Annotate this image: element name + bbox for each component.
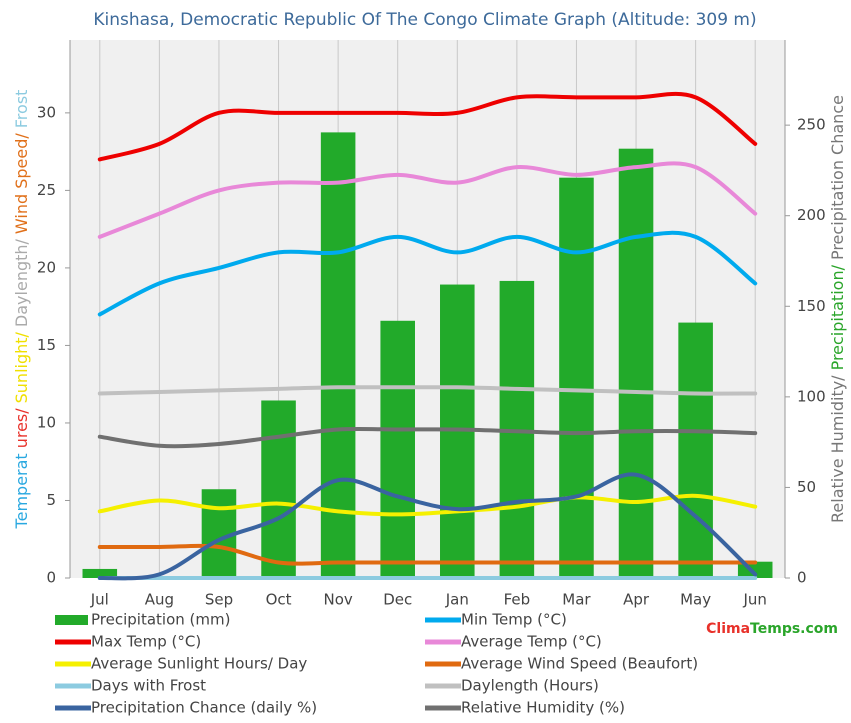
line (97, 385, 758, 396)
x-tick-label: Mar (562, 591, 591, 609)
legend-label: Average Temp (°C) (461, 633, 602, 651)
y-tick-label: 5 (46, 491, 56, 509)
x-tick-label: Dec (383, 591, 412, 609)
watermark-part: Clima (706, 621, 750, 637)
y2-tick-label: 0 (797, 569, 807, 587)
y2-axis-label-part: Relative Humidity/ (828, 375, 847, 523)
watermark-part: Temps.com (750, 621, 838, 637)
y2-tick-label: 250 (797, 116, 826, 134)
y-axis-label: Temperat ures/Sunlight/Daylength/Wind Spe… (12, 90, 31, 530)
line (97, 161, 758, 239)
line (97, 426, 758, 449)
y2-axis-label-part: Precipitation Chance (828, 95, 847, 260)
x-tick-label: Jun (742, 591, 766, 609)
x-tick-label: Sep (205, 591, 233, 609)
legend-label: Min Temp (°C) (461, 611, 567, 629)
y-tick-label: 15 (37, 336, 56, 354)
legend-label: Daylength (Hours) (461, 677, 599, 695)
y2-tick-label: 100 (797, 387, 826, 405)
x-tick-label: Feb (504, 591, 531, 609)
line (97, 472, 758, 581)
legend-label: Average Sunlight Hours/ Day (91, 655, 307, 673)
y-tick-label: 0 (46, 569, 56, 587)
y-tick-label: 20 (37, 258, 56, 276)
x-tick-label: Jul (90, 591, 109, 609)
bar (559, 177, 594, 578)
legend-swatch (55, 615, 88, 625)
legend-label: Precipitation (mm) (91, 611, 230, 629)
x-tick-label: Aug (145, 591, 174, 609)
y-tick-label: 25 (37, 181, 56, 199)
chart-title: Kinshasa, Democratic Republic Of The Con… (93, 10, 756, 30)
legend-label: Relative Humidity (%) (461, 699, 625, 717)
y-axis-label-part: ures/ (12, 408, 31, 449)
y2-tick-label: 150 (797, 297, 826, 315)
bar (678, 322, 713, 578)
watermark: ClimaTemps.com (706, 621, 838, 637)
x-tick-label: Oct (266, 591, 292, 609)
line (97, 91, 758, 162)
bar (261, 400, 296, 578)
x-tick-label: Jan (445, 591, 469, 609)
y-tick-label: 30 (37, 103, 56, 121)
x-tick-label: Nov (323, 591, 352, 609)
y2-tick-label: 200 (797, 206, 826, 224)
bar (618, 148, 654, 578)
x-tick-label: Apr (623, 591, 650, 609)
y2-axis-label-part: Precipitation/ (828, 264, 847, 370)
y2-axis-label: Relative Humidity/Precipitation/Precipit… (828, 95, 847, 523)
legend-label: Days with Frost (91, 677, 206, 695)
line (97, 543, 758, 566)
line (97, 493, 758, 517)
y-axis-label-part: Daylength/ (12, 238, 31, 327)
legend-label: Max Temp (°C) (91, 633, 201, 651)
y2-tick-label: 50 (797, 478, 816, 496)
bar (82, 568, 118, 578)
bar (380, 320, 415, 578)
y-axis-label-part: Wind Speed/ (12, 133, 31, 234)
x-tick-label: May (680, 591, 711, 609)
legend-label: Precipitation Chance (daily %) (91, 699, 317, 717)
bar (320, 132, 356, 578)
y-tick-label: 10 (37, 413, 56, 431)
legend-label: Average Wind Speed (Beaufort) (461, 655, 698, 673)
y-axis-label-part: Temperat (12, 453, 31, 529)
line (97, 230, 758, 317)
y-axis-label-part: Sunlight/ (12, 331, 31, 403)
y-axis-label-part: Frost (12, 90, 31, 129)
